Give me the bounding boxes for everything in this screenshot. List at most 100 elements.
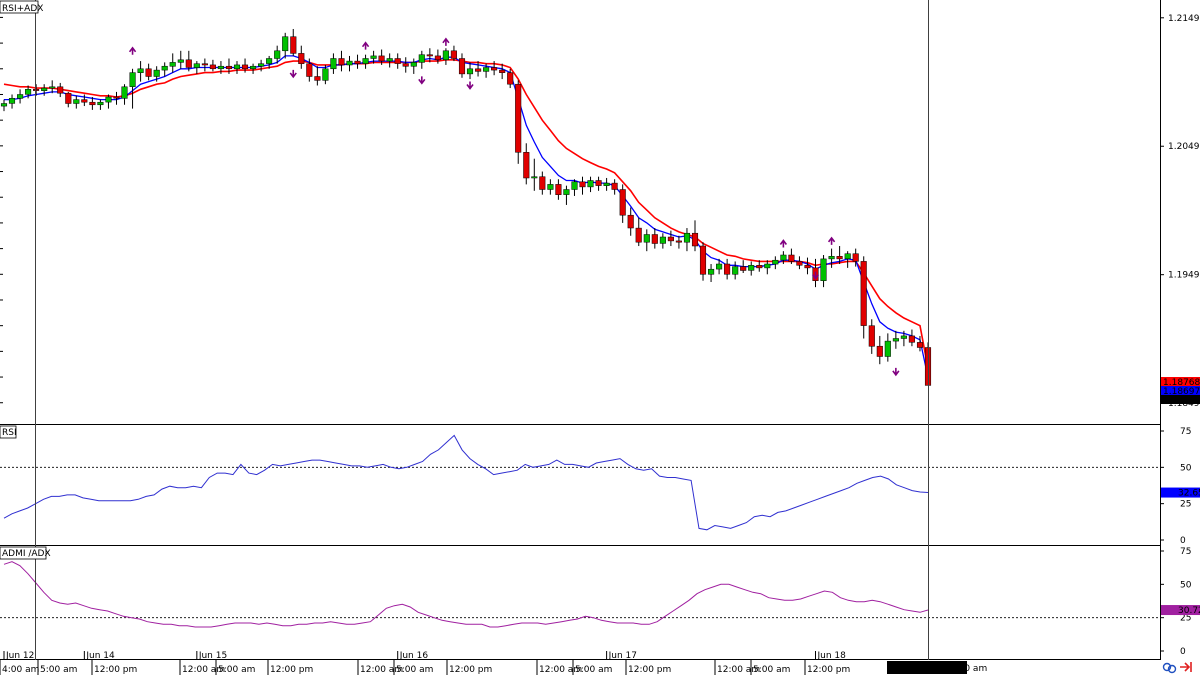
scroll-to-end-icon[interactable] bbox=[1180, 662, 1192, 672]
candle-body bbox=[699, 245, 707, 275]
candle-body bbox=[619, 189, 626, 216]
candle bbox=[241, 58, 249, 73]
candle bbox=[884, 333, 891, 362]
time-label: 5:00 am bbox=[218, 665, 255, 675]
time-label: 12:00 pm bbox=[270, 665, 313, 675]
candle-body bbox=[884, 340, 891, 357]
candle-body bbox=[137, 68, 144, 73]
candle-body bbox=[499, 69, 506, 73]
candle bbox=[756, 260, 763, 272]
candle-body bbox=[860, 261, 867, 326]
price-title-box bbox=[0, 0, 39, 14]
candle-body bbox=[418, 54, 425, 63]
candle-body bbox=[475, 68, 482, 72]
candle bbox=[233, 61, 241, 74]
candle bbox=[450, 45, 457, 62]
candle bbox=[780, 251, 787, 265]
crosshair-time-box bbox=[887, 661, 967, 674]
candle-body bbox=[466, 68, 474, 75]
candle bbox=[370, 50, 377, 64]
candle bbox=[129, 68, 136, 109]
candle bbox=[65, 91, 72, 108]
candle-body bbox=[185, 59, 192, 68]
candle-body bbox=[362, 58, 369, 64]
candle bbox=[250, 63, 257, 74]
candle bbox=[499, 63, 506, 80]
candle-body bbox=[97, 101, 104, 106]
candle bbox=[33, 84, 40, 96]
time-label: 12:00 am bbox=[539, 665, 582, 675]
candle-body bbox=[491, 67, 498, 71]
candle bbox=[876, 335, 883, 365]
candle bbox=[73, 95, 80, 109]
candle-body bbox=[796, 261, 803, 266]
candle-body bbox=[113, 96, 120, 99]
adx-panel bbox=[0, 561, 1160, 628]
candle bbox=[362, 54, 369, 69]
candle-body bbox=[507, 72, 514, 85]
candle-body bbox=[89, 101, 96, 106]
candle bbox=[483, 63, 490, 78]
candle-body bbox=[523, 152, 530, 179]
candle bbox=[378, 49, 385, 65]
candle-body bbox=[836, 256, 843, 260]
time-label: 5:00 am bbox=[753, 665, 790, 675]
candle-body bbox=[274, 50, 281, 59]
candle bbox=[466, 62, 474, 80]
candle-body bbox=[145, 68, 152, 77]
candle-body bbox=[105, 96, 112, 103]
candle-body bbox=[667, 236, 674, 242]
candle bbox=[772, 256, 779, 270]
candle-body bbox=[354, 60, 361, 64]
candle-body bbox=[442, 50, 449, 61]
rsi-axis-label: 0 bbox=[1180, 536, 1186, 546]
candle-body bbox=[539, 176, 546, 190]
price-panel bbox=[0, 16, 932, 404]
price-axis-label: 1.19497 bbox=[1168, 271, 1200, 281]
candle-body bbox=[716, 263, 723, 270]
link-icon[interactable] bbox=[1162, 662, 1177, 674]
candle bbox=[547, 179, 554, 195]
candle-body bbox=[322, 68, 329, 81]
candle bbox=[916, 335, 924, 352]
candle bbox=[145, 63, 152, 81]
candle bbox=[418, 50, 425, 69]
arrow-down-icon bbox=[892, 367, 900, 377]
candle-body bbox=[531, 176, 538, 179]
candle bbox=[49, 80, 56, 94]
candle bbox=[900, 330, 907, 347]
candle bbox=[699, 242, 707, 281]
candle bbox=[868, 319, 875, 354]
arrow-down-icon bbox=[811, 271, 820, 280]
candle-body bbox=[201, 63, 208, 66]
rsi-current-value: 32.65 bbox=[1178, 489, 1200, 499]
rsi-line bbox=[3, 434, 929, 531]
candle bbox=[402, 57, 409, 73]
candle bbox=[410, 58, 417, 74]
candle-body bbox=[410, 62, 417, 67]
time-label: 12:00 pm bbox=[449, 665, 492, 675]
candle bbox=[338, 50, 345, 72]
time-label: 5:00 am bbox=[396, 665, 433, 675]
candle-body bbox=[282, 36, 289, 52]
candle-body bbox=[772, 259, 779, 265]
candle bbox=[0, 99, 8, 112]
candle bbox=[426, 48, 433, 63]
candle-body bbox=[804, 265, 811, 269]
price-axis-label: 1.18497 bbox=[1168, 399, 1200, 409]
candle-body bbox=[788, 254, 795, 262]
candle bbox=[290, 28, 297, 56]
candle bbox=[716, 258, 723, 275]
candle-body bbox=[49, 86, 56, 89]
candle-body bbox=[217, 65, 224, 70]
candle-body bbox=[73, 99, 80, 104]
candle bbox=[764, 260, 771, 275]
candle bbox=[89, 97, 96, 110]
candle bbox=[659, 233, 666, 249]
candle bbox=[153, 66, 160, 82]
time-label: 12:00 pm bbox=[94, 665, 137, 675]
candle bbox=[354, 54, 361, 69]
adx-axis-label: 75 bbox=[1180, 547, 1191, 557]
